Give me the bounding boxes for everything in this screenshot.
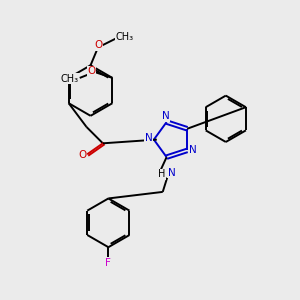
Text: CH₃: CH₃	[115, 32, 133, 42]
Text: N: N	[145, 133, 153, 143]
Text: N: N	[189, 146, 197, 155]
Text: CH₃: CH₃	[60, 74, 78, 83]
Text: O: O	[94, 40, 103, 50]
Text: N: N	[168, 168, 176, 178]
Text: O: O	[88, 66, 96, 76]
Text: F: F	[106, 258, 111, 268]
Text: N: N	[162, 111, 170, 121]
Text: H: H	[158, 169, 166, 179]
Text: O: O	[79, 150, 87, 160]
